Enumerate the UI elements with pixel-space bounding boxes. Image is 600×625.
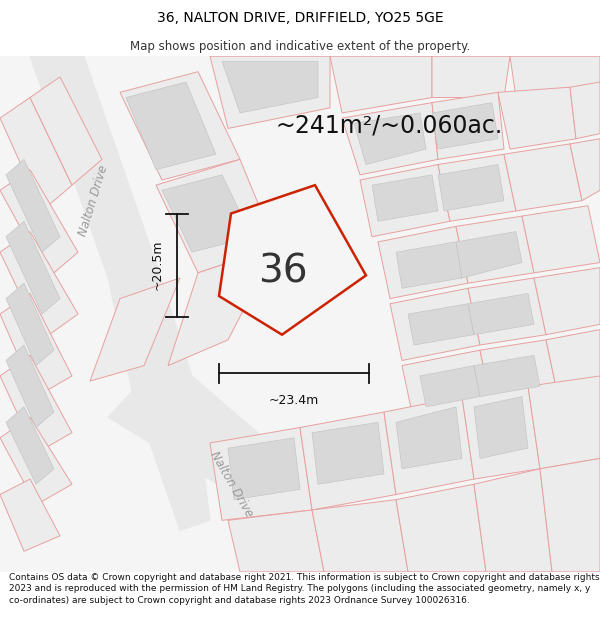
Polygon shape <box>402 350 492 423</box>
Text: Contains OS data © Crown copyright and database right 2021. This information is : Contains OS data © Crown copyright and d… <box>9 573 599 605</box>
Polygon shape <box>372 175 438 221</box>
Polygon shape <box>222 61 318 113</box>
Polygon shape <box>528 376 600 469</box>
Polygon shape <box>396 242 462 288</box>
Polygon shape <box>210 56 330 129</box>
Polygon shape <box>474 397 528 459</box>
Polygon shape <box>468 294 534 335</box>
Polygon shape <box>300 412 396 510</box>
Polygon shape <box>360 164 450 237</box>
Polygon shape <box>0 231 78 340</box>
Polygon shape <box>219 185 366 335</box>
Polygon shape <box>432 102 498 149</box>
Polygon shape <box>228 438 300 500</box>
Polygon shape <box>6 283 54 366</box>
Polygon shape <box>312 422 384 484</box>
Polygon shape <box>408 304 474 345</box>
Polygon shape <box>6 407 54 484</box>
Polygon shape <box>570 82 600 139</box>
Polygon shape <box>420 366 480 407</box>
Polygon shape <box>0 294 72 397</box>
Polygon shape <box>396 407 462 469</box>
Text: Nalton Drive: Nalton Drive <box>76 164 110 238</box>
Polygon shape <box>6 221 60 314</box>
Polygon shape <box>120 72 240 180</box>
Polygon shape <box>522 206 600 272</box>
Polygon shape <box>126 82 216 169</box>
Polygon shape <box>0 98 72 211</box>
Text: Nalton Drive: Nalton Drive <box>207 449 255 519</box>
Polygon shape <box>30 56 210 531</box>
Polygon shape <box>0 479 60 551</box>
Polygon shape <box>0 169 78 278</box>
Polygon shape <box>474 469 552 572</box>
Polygon shape <box>462 386 540 479</box>
Polygon shape <box>468 278 546 345</box>
Polygon shape <box>480 340 558 407</box>
Polygon shape <box>90 278 180 381</box>
Polygon shape <box>546 329 600 397</box>
Polygon shape <box>438 154 516 221</box>
Polygon shape <box>156 159 276 272</box>
Text: ~241m²/~0.060ac.: ~241m²/~0.060ac. <box>276 114 503 138</box>
Text: ~23.4m: ~23.4m <box>269 394 319 407</box>
Polygon shape <box>456 216 534 283</box>
Polygon shape <box>0 355 72 453</box>
Polygon shape <box>504 144 582 211</box>
Polygon shape <box>312 500 408 572</box>
Polygon shape <box>534 268 600 335</box>
Text: 36, NALTON DRIVE, DRIFFIELD, YO25 5GE: 36, NALTON DRIVE, DRIFFIELD, YO25 5GE <box>157 11 443 25</box>
Polygon shape <box>384 397 474 494</box>
Polygon shape <box>6 159 60 252</box>
Polygon shape <box>432 92 504 159</box>
Polygon shape <box>108 376 420 572</box>
Polygon shape <box>396 484 486 572</box>
Polygon shape <box>474 355 540 397</box>
Polygon shape <box>0 418 72 505</box>
Polygon shape <box>510 56 600 98</box>
Polygon shape <box>342 102 438 175</box>
Polygon shape <box>456 231 522 278</box>
Polygon shape <box>354 113 426 164</box>
Polygon shape <box>228 510 324 572</box>
Polygon shape <box>390 288 480 361</box>
Polygon shape <box>6 345 54 428</box>
Polygon shape <box>540 459 600 572</box>
Text: Map shows position and indicative extent of the property.: Map shows position and indicative extent… <box>130 39 470 52</box>
Polygon shape <box>162 175 252 252</box>
Text: ~20.5m: ~20.5m <box>151 240 164 291</box>
Polygon shape <box>378 226 468 299</box>
Polygon shape <box>432 56 510 98</box>
Polygon shape <box>168 247 276 366</box>
Polygon shape <box>438 164 504 211</box>
Polygon shape <box>498 87 576 149</box>
Polygon shape <box>570 139 600 201</box>
Polygon shape <box>330 56 432 113</box>
Text: 36: 36 <box>258 253 307 290</box>
Polygon shape <box>210 428 312 520</box>
Polygon shape <box>30 77 102 185</box>
